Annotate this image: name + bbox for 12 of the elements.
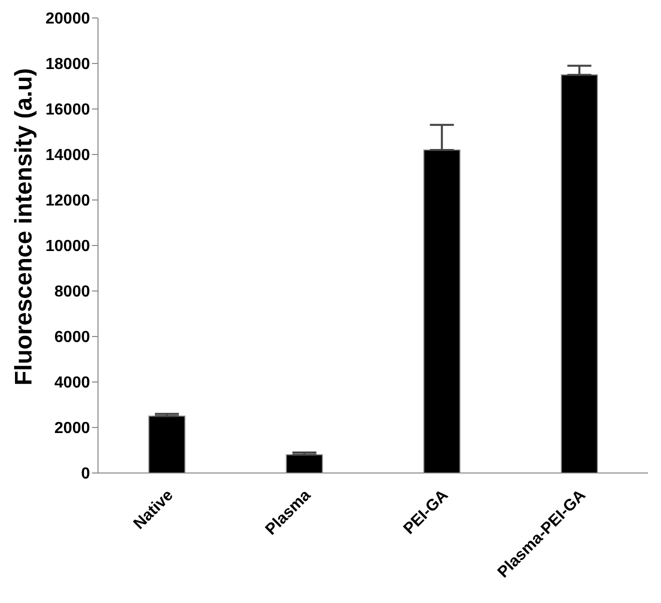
y-tick-label: 20000	[46, 10, 90, 28]
y-tick-label: 4000	[54, 374, 90, 392]
y-tick-label: 10000	[46, 238, 90, 256]
y-tick-label: 12000	[46, 192, 90, 210]
y-tick-label: 6000	[54, 329, 90, 346]
y-tick-label: 2000	[54, 420, 90, 438]
y-tick-label: 14000	[46, 147, 90, 164]
y-tick-label: 0	[81, 466, 90, 483]
y-tick-label: 18000	[46, 56, 90, 74]
y-tick-label: 8000	[54, 284, 90, 301]
y-axis-title: Fluorescence intensity (a.u)	[10, 68, 38, 386]
y-tick-label: 16000	[46, 102, 90, 119]
